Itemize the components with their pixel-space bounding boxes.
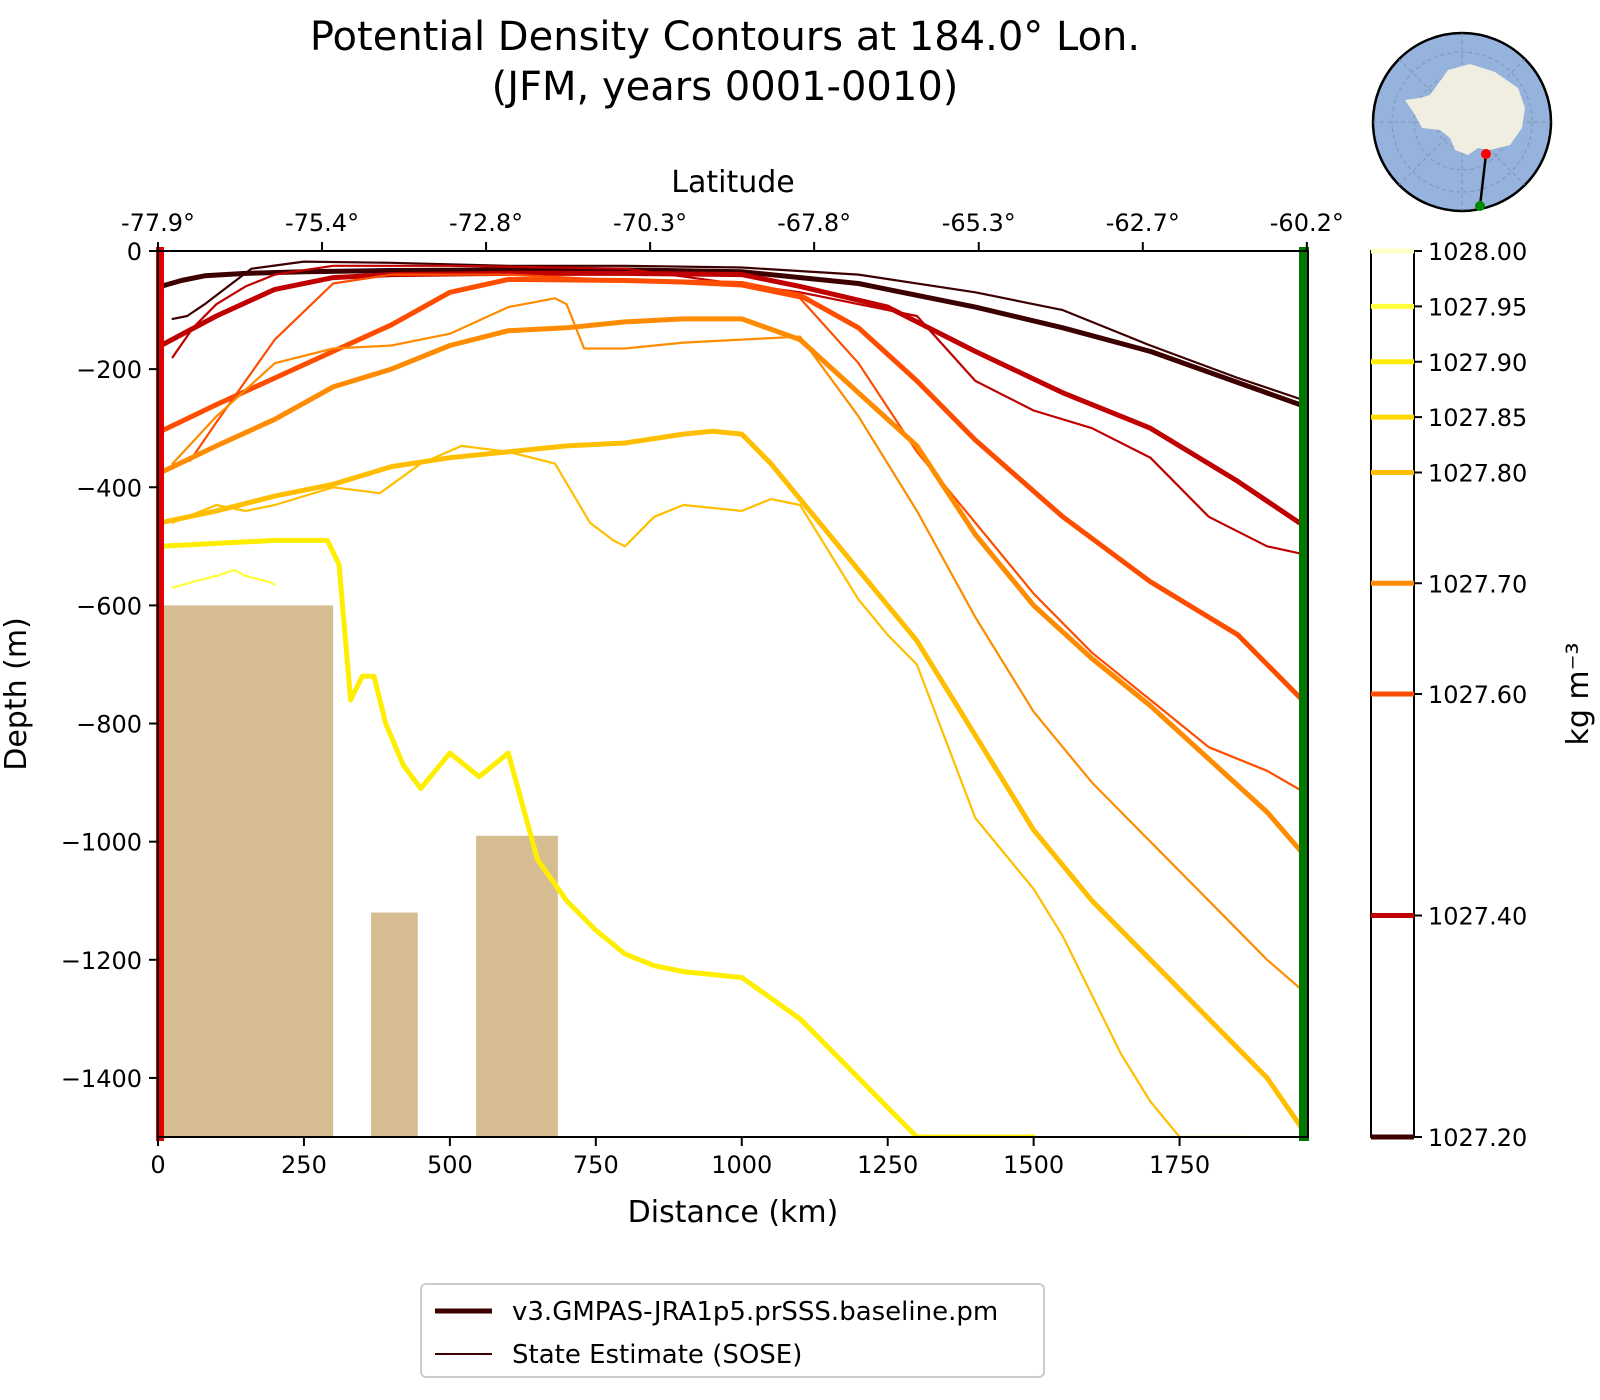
plot-frame: [157, 250, 1309, 1138]
contour-line-thick-10: [158, 537, 1037, 1137]
y-tick-label: −1400: [61, 1065, 142, 1093]
y-tick-label: −600: [76, 592, 142, 620]
x-tick-label: 1000: [711, 1151, 772, 1179]
bathymetry-block-0: [160, 605, 334, 1137]
y-tick-label: −800: [76, 711, 142, 739]
section-edge-markers: [156, 247, 1309, 1141]
chart-title-line1: Potential Density Contours at 184.0° Lon…: [310, 14, 1140, 60]
y-tick-label: −400: [76, 474, 142, 502]
contour-line-thin-11: [171, 568, 276, 589]
colorbar-tick-label: 1027.60: [1428, 681, 1527, 709]
lat-tick-label: -70.3°: [613, 209, 687, 237]
colorbar-tick-label: 1027.95: [1428, 293, 1527, 321]
colorbar-tick-label: 1027.85: [1428, 404, 1527, 432]
legend-label: State Estimate (SOSE): [512, 1340, 802, 1370]
contour-line-thin-9: [171, 444, 1245, 1137]
colorbar-tick-label: 1027.20: [1428, 1124, 1527, 1152]
bathymetry-block-1: [371, 912, 418, 1137]
y-axis-label: Depth (m): [0, 617, 34, 771]
y-axis-ticks: 0 −200 −400 −600 −800 −1000 −1200 −1400: [61, 238, 158, 1093]
x-axis-label: Distance (km): [628, 1195, 839, 1230]
lat-tick-label: -60.2°: [1270, 209, 1344, 237]
y-tick-label: −1200: [61, 947, 142, 975]
lat-tick-label: -65.3°: [942, 209, 1016, 237]
top-axis-label: Latitude: [671, 165, 794, 200]
legend-frame: [420, 1283, 1045, 1378]
colorbar-tick-label: 1027.70: [1428, 570, 1527, 598]
y-tick-label: −200: [76, 356, 142, 384]
legend-items: v3.GMPAS-JRA1p5.prSSS.baseline.pm State E…: [435, 1297, 998, 1370]
x-tick-label: 0: [150, 1151, 165, 1179]
colorbar-tick-label: 1028.00: [1428, 238, 1527, 266]
lat-tick-label: -77.9°: [121, 209, 195, 237]
chart-title-line2: (JFM, years 0001-0010): [492, 64, 959, 110]
lat-tick-label: -72.8°: [449, 209, 523, 237]
lat-tick-label: -67.8°: [777, 209, 851, 237]
colorbar-levels: 1027.20 1027.40 1027.60 1027.70 1027.80 1027.…: [1371, 238, 1527, 1152]
x-tick-label: 1250: [857, 1151, 918, 1179]
transect-line: [1478, 153, 1488, 207]
contour-line-thin-1: [171, 260, 1308, 403]
contour-line-thick-4: [158, 276, 1308, 709]
contour-line-thin-7: [171, 297, 1308, 997]
lat-tick-label: -75.4°: [285, 209, 359, 237]
plot-area: [158, 260, 1308, 1137]
legend-label: v3.GMPAS-JRA1p5.prSSS.baseline.pm: [512, 1297, 998, 1327]
y-tick-label: −1000: [61, 829, 142, 857]
colorbar: 1027.20 1027.40 1027.60 1027.70 1027.80 1027.…: [1370, 238, 1596, 1152]
legend: v3.GMPAS-JRA1p5.prSSS.baseline.pm State E…: [420, 1283, 1045, 1378]
contour-line-thick-6: [158, 316, 1308, 862]
colorbar-tick-label: 1027.80: [1428, 460, 1527, 488]
colorbar-label: kg m⁻³: [1561, 642, 1596, 745]
contour-line-thin-3: [171, 264, 1308, 557]
contour-line-thick-0: [158, 267, 1308, 410]
x-tick-label: 1750: [1149, 1151, 1210, 1179]
transect-start-marker: [1481, 149, 1491, 159]
contour-line-thick-8: [158, 428, 1308, 1137]
x-tick-label: 750: [573, 1151, 619, 1179]
contour-line-thick-2: [158, 270, 1308, 532]
antarctica-landmass: [1405, 64, 1525, 155]
x-axis-ticks: 0 250 500 750 1000 1250 1500 1750: [150, 1137, 1210, 1179]
bathymetry-block-2: [476, 835, 558, 1137]
x-tick-label: 250: [281, 1151, 327, 1179]
y-tick-label: 0: [127, 238, 142, 266]
contour-lines: [158, 260, 1308, 1137]
x-tick-label: 500: [427, 1151, 473, 1179]
latitude-axis-ticks: -77.9° -75.4° -72.8° -70.3° -67.8° -65.3° -62.…: [121, 209, 1344, 251]
lat-tick-label: -62.7°: [1106, 209, 1180, 237]
bathymetry-layer: [160, 605, 558, 1137]
transect-end-marker: [1475, 201, 1485, 211]
antarctica-inset-map: [1371, 31, 1553, 213]
colorbar-tick-label: 1027.90: [1428, 349, 1527, 377]
colorbar-tick-label: 1027.40: [1428, 903, 1527, 931]
contour-line-thin-5: [189, 273, 1308, 796]
x-tick-label: 1500: [1003, 1151, 1064, 1179]
